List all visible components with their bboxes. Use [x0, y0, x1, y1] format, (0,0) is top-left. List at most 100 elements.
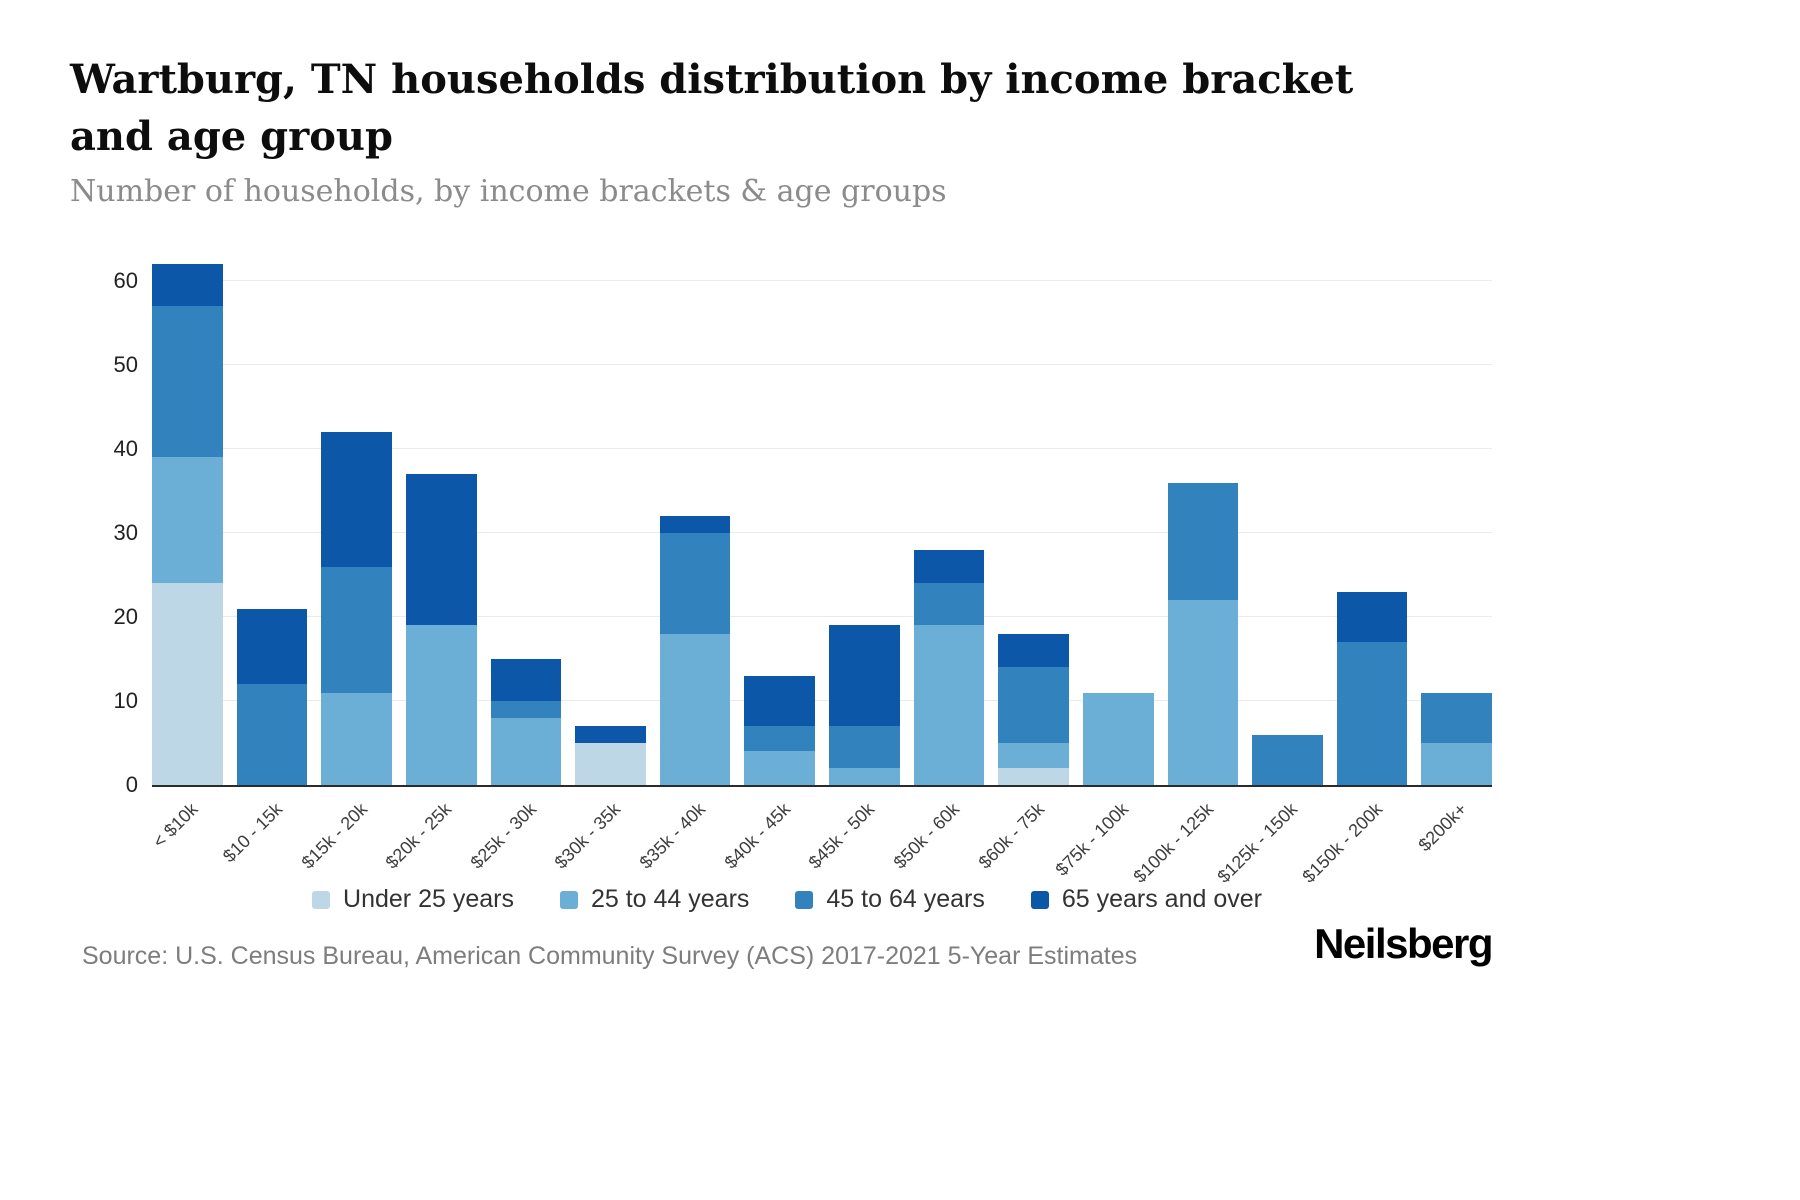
bar-segment: [152, 264, 223, 307]
x-axis-label: < $10k: [148, 799, 202, 852]
x-axis-label: $35k - 40k: [635, 799, 710, 873]
y-axis-tick-label: 0: [125, 772, 138, 797]
bar--50k-60k: $50k - 60k: [889, 549, 985, 873]
plot-area: < $10k $10 - 15k $15k - 20k $20k - 25k $25k …: [149, 258, 1492, 887]
x-axis-label: $30k - 35k: [550, 799, 625, 873]
x-axis-label: $20k - 25k: [381, 799, 456, 873]
bar-<-10k: < $10k: [149, 264, 223, 852]
y-axis-tick-label: 10: [113, 688, 138, 713]
bar-segment: [829, 726, 900, 769]
bar--35k-40k: $35k - 40k: [636, 516, 731, 873]
bar-segment: [1167, 482, 1239, 601]
bar--100k-125k: $100k - 125k: [1129, 482, 1239, 887]
y-axis: 0 10 20 30 40 50 60: [82, 258, 138, 797]
x-axis-label: $75k - 100k: [1051, 799, 1133, 880]
bar-segment: [1421, 743, 1492, 785]
bar-segment: [321, 692, 392, 785]
legend-item: 25 to 44 years: [559, 885, 750, 914]
x-axis-label: $100k - 125k: [1129, 799, 1217, 887]
bar--125k-150k: $125k - 150k: [1214, 734, 1323, 887]
bar-segment: [152, 583, 223, 785]
legend-item: Under 25 years: [312, 885, 514, 914]
bar-segment: [152, 306, 223, 458]
x-axis-label: $15k - 20k: [297, 799, 371, 873]
page-title: Wartburg, TN households distribution by …: [70, 56, 1354, 160]
bar--45k-50k: $45k - 50k: [805, 625, 900, 873]
bar-segment: [744, 751, 815, 785]
x-axis-label: $200k+: [1414, 799, 1471, 856]
bar-segment: [829, 768, 900, 785]
gridline: [152, 280, 1492, 281]
x-axis-label: $45k - 50k: [804, 799, 879, 873]
legend-label: 25 to 44 years: [590, 885, 750, 913]
bar--20k-25k: $20k - 25k: [382, 474, 477, 873]
bar--200k+: $200k+: [1415, 692, 1492, 855]
x-axis-label: $40k - 45k: [720, 799, 794, 873]
bar-segment: [998, 743, 1069, 769]
bar-segment: [998, 768, 1069, 785]
chart-subtitle: Number of households, by income brackets…: [70, 174, 947, 209]
gridline: [152, 700, 1492, 701]
x-axis-label: $25k - 30k: [466, 799, 540, 873]
bar--10-15k: $10 - 15k: [219, 608, 308, 866]
bar-segment: [152, 457, 223, 584]
gridline: [152, 616, 1492, 617]
y-axis-tick-label: 50: [113, 352, 138, 377]
bar-segment: [405, 625, 477, 785]
y-axis-tick-label: 40: [113, 436, 138, 461]
gridline: [152, 532, 1492, 533]
y-axis-tick-label: 20: [113, 604, 138, 629]
x-axis-label: $60k - 75k: [974, 799, 1048, 873]
legend-item: 45 to 64 years: [795, 885, 985, 914]
legend-swatch: [795, 890, 814, 909]
bar-segment: [998, 667, 1069, 744]
bar-segment: [659, 516, 731, 534]
legend-label: Under 25 years: [343, 885, 514, 913]
chart-legend: Under 25 years 25 to 44 years 45 to 64 yea…: [82, 885, 1492, 914]
bar-segment: [405, 474, 477, 626]
bar-segment: [829, 625, 900, 727]
bar-segment: [659, 533, 731, 634]
legend-swatch: [1030, 890, 1049, 909]
y-axis-tick-label: 60: [113, 268, 138, 293]
bar-segment: [913, 625, 985, 785]
bar-segment: [659, 633, 731, 785]
gridline: [152, 364, 1492, 365]
bar--15k-20k: $15k - 20k: [297, 432, 392, 873]
x-axis-label: $50k - 60k: [889, 799, 964, 873]
bar-segment: [490, 701, 562, 718]
bar-segment: [744, 675, 815, 727]
bar-segment: [490, 717, 562, 785]
bar-segment: [490, 659, 562, 702]
bar-segment: [1336, 642, 1408, 785]
x-axis-label: $125k - 150k: [1213, 799, 1302, 887]
bar-segment: [236, 608, 308, 685]
bar-segment: [1082, 692, 1154, 785]
bar--60k-75k: $60k - 75k: [974, 633, 1069, 873]
bar-segment: [575, 726, 646, 743]
legend-item: 65 years and over: [1030, 885, 1262, 914]
brand-logo: Neilsberg: [1314, 920, 1493, 967]
bar-segment: [744, 726, 815, 752]
bar-segment: [575, 743, 646, 785]
bar-segment: [913, 549, 985, 584]
legend-swatch: [559, 890, 578, 909]
bar-segment: [998, 633, 1069, 668]
bar-segment: [1421, 692, 1492, 743]
gridline: [152, 448, 1492, 449]
x-axis-label: $150k - 200k: [1298, 799, 1387, 887]
y-axis-tick-label: 30: [113, 520, 138, 545]
x-axis-label: $10 - 15k: [218, 799, 287, 867]
bar--150k-200k: $150k - 200k: [1298, 591, 1408, 887]
bar-segment: [1252, 734, 1323, 785]
bar--25k-30k: $25k - 30k: [466, 659, 562, 873]
bar-segment: [1336, 591, 1408, 643]
bar-segment: [236, 684, 308, 785]
bar-segment: [321, 432, 392, 567]
source-note: Source: U.S. Census Bureau, American Com…: [82, 942, 1138, 970]
bars-row: < $10k $10 - 15k $15k - 20k $20k - 25k $25k …: [149, 258, 1492, 887]
bar-segment: [321, 566, 392, 693]
legend-swatch: [312, 890, 331, 909]
legend-label: 45 to 64 years: [826, 885, 985, 913]
